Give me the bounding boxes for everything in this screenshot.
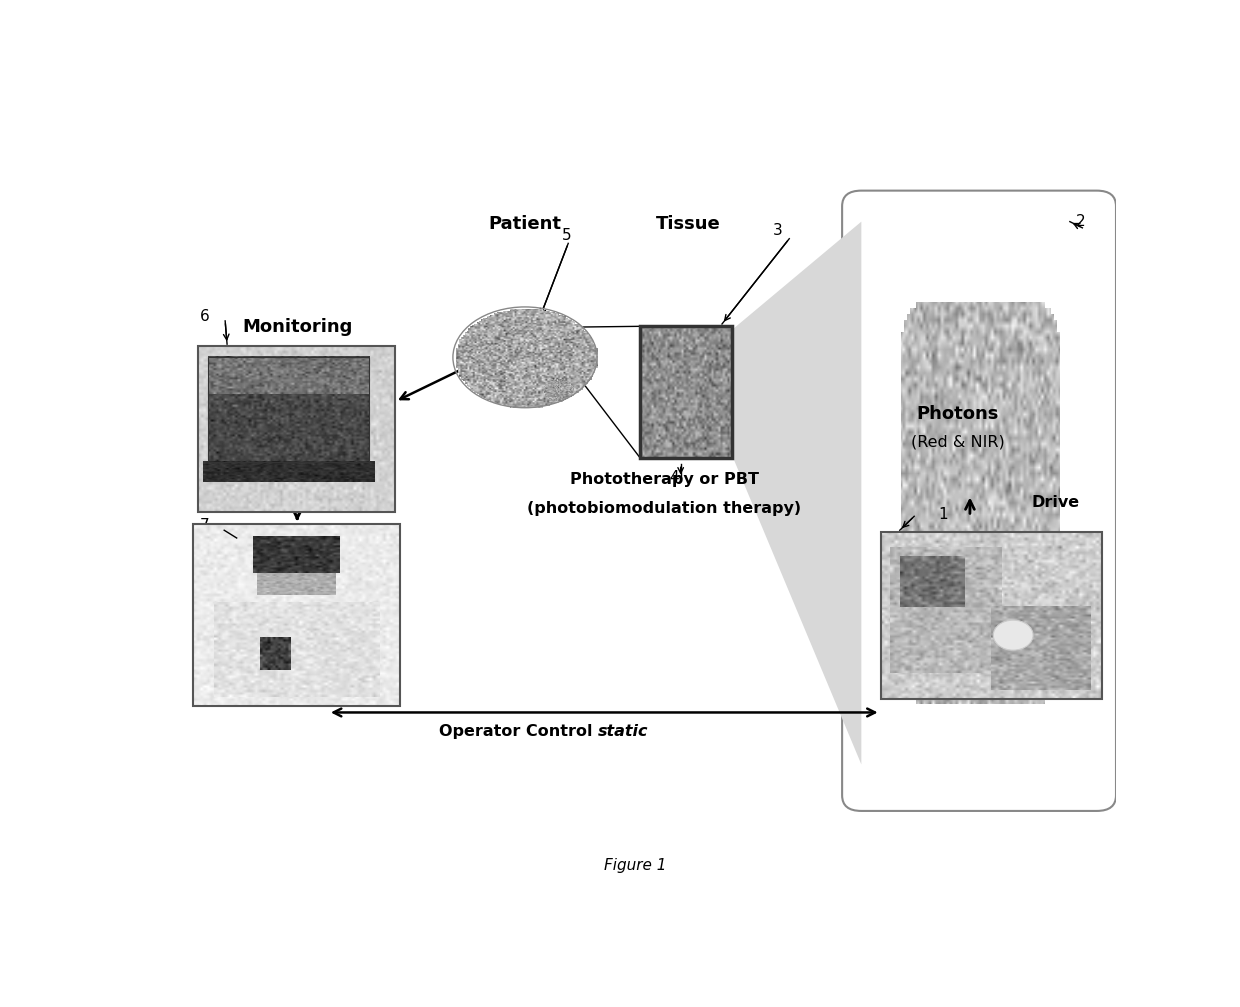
Bar	[640, 326, 732, 458]
Text: Phototherapy or PBT: Phototherapy or PBT	[570, 472, 759, 486]
Text: Photons: Photons	[916, 405, 998, 423]
Bar	[198, 345, 396, 513]
Text: Doctor / Clinician: Doctor / Clinician	[219, 496, 374, 512]
Polygon shape	[732, 222, 862, 764]
Text: (photobiomodulation therapy): (photobiomodulation therapy)	[527, 500, 801, 516]
Text: 4: 4	[670, 470, 678, 485]
Text: 2: 2	[1075, 214, 1085, 230]
Text: 7: 7	[200, 518, 210, 533]
Bar	[208, 357, 370, 462]
Text: 3: 3	[773, 224, 782, 239]
Text: Patient: Patient	[489, 215, 562, 234]
Bar	[880, 532, 1101, 699]
Text: Drive: Drive	[1032, 494, 1080, 510]
Text: Figure 1: Figure 1	[604, 858, 667, 873]
Text: (Red & NIR): (Red & NIR)	[910, 435, 1004, 450]
Bar	[193, 524, 401, 706]
Text: static: static	[598, 724, 649, 739]
Text: Monitoring: Monitoring	[242, 318, 352, 336]
Text: 6: 6	[200, 309, 210, 323]
Text: 1: 1	[939, 508, 947, 523]
Text: Operator Control: Operator Control	[439, 724, 598, 739]
Ellipse shape	[993, 620, 1033, 651]
Text: Tissue: Tissue	[656, 215, 720, 234]
Text: 5: 5	[562, 229, 572, 243]
